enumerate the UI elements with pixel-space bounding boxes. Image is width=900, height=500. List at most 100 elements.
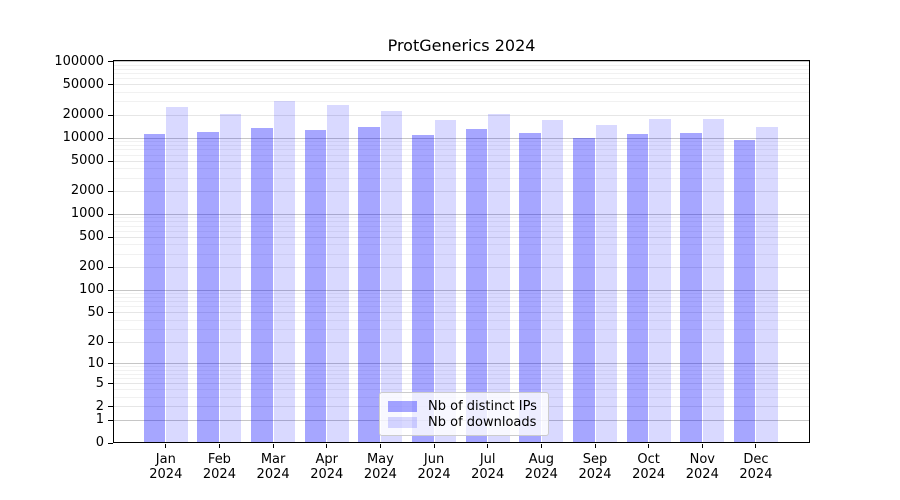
legend: Nb of distinct IPs Nb of downloads <box>379 392 549 436</box>
bar-may-2024-nb-of-distinct-ips <box>358 126 380 443</box>
x-tick-year: 2024 <box>310 467 344 482</box>
gridline <box>113 190 810 192</box>
bar-mar-2024-nb-of-downloads <box>273 100 296 443</box>
gridline <box>113 369 810 371</box>
y-tick-label: 50 <box>87 304 104 320</box>
y-tick <box>108 84 113 86</box>
gridline <box>113 221 810 223</box>
x-tick-year: 2024 <box>739 467 773 482</box>
gridline <box>113 373 810 375</box>
gridline <box>113 137 810 139</box>
y-tick-label: 20000 <box>62 107 104 123</box>
gridline <box>113 289 810 291</box>
y-tick <box>108 363 113 365</box>
y-tick-label: 10000 <box>62 130 104 146</box>
y-tick-label: 10 <box>87 355 104 371</box>
gridline <box>113 297 810 299</box>
gridline <box>113 114 810 116</box>
bar-dec-2024-nb-of-distinct-ips <box>733 139 756 443</box>
y-tick <box>108 137 113 139</box>
y-tick-label: 1 <box>95 412 104 428</box>
gridline <box>113 145 810 147</box>
bar-feb-2024-nb-of-distinct-ips <box>197 131 219 443</box>
y-tick <box>108 160 113 162</box>
bar-nov-2024-nb-of-distinct-ips <box>680 133 702 443</box>
bar-aug-2024-nb-of-downloads <box>541 120 564 443</box>
gridline <box>113 244 810 246</box>
x-tick <box>648 444 650 448</box>
y-tick-label: 500 <box>79 229 104 245</box>
x-tick <box>433 444 435 448</box>
gridline <box>113 301 810 303</box>
gridline <box>113 236 810 238</box>
x-tick-label: May 2024 <box>348 452 412 482</box>
x-tick-year: 2024 <box>149 467 183 482</box>
gridline <box>113 383 810 385</box>
legend-swatch-downloads-icon <box>388 416 417 428</box>
x-tick-month: Oct <box>637 452 660 467</box>
y-tick <box>108 61 113 63</box>
gridline <box>113 253 810 255</box>
gridline <box>113 328 810 330</box>
bar-mar-2024-nb-of-distinct-ips <box>251 128 273 443</box>
y-tick <box>108 289 113 291</box>
y-tick-label: 5000 <box>70 153 104 169</box>
bar-apr-2024-nb-of-distinct-ips <box>304 129 327 443</box>
legend-label-downloads: Nb of downloads <box>428 414 537 430</box>
x-tick <box>755 444 757 448</box>
x-tick-label: Apr 2024 <box>295 452 359 482</box>
x-tick-month: Dec <box>743 452 769 467</box>
y-tick-label: 2000 <box>70 183 104 199</box>
y-tick <box>108 190 113 192</box>
y-tick-label: 50000 <box>62 76 104 92</box>
x-tick <box>540 444 542 448</box>
x-tick-label: Jun 2024 <box>402 452 466 482</box>
y-tick <box>108 114 113 116</box>
x-tick-label: Mar 2024 <box>241 452 305 482</box>
y-tick-label: 1000 <box>70 206 104 222</box>
bar-apr-2024-nb-of-downloads <box>327 105 349 443</box>
gridline <box>113 84 810 86</box>
gridline <box>113 266 810 268</box>
x-tick-month: Nov <box>689 452 715 467</box>
bar-jan-2024-nb-of-distinct-ips <box>143 133 166 443</box>
gridline <box>113 341 810 343</box>
gridline <box>113 73 810 75</box>
y-tick <box>108 442 113 444</box>
gridline <box>113 160 810 162</box>
y-tick-label: 100000 <box>54 53 104 69</box>
x-tick-month: Mar <box>260 452 286 467</box>
bar-oct-2024-nb-of-downloads <box>649 119 671 443</box>
x-tick-month: Jul <box>479 452 496 467</box>
x-tick-month: Jun <box>423 452 445 467</box>
x-tick-year: 2024 <box>685 467 719 482</box>
gridline <box>113 91 810 93</box>
gridline <box>113 78 810 80</box>
y-tick-label: 5 <box>95 375 104 391</box>
x-tick <box>379 444 381 448</box>
gridline <box>113 366 810 368</box>
bar-jul-2024-nb-of-downloads <box>488 114 510 443</box>
legend-entry-distinct-ips: Nb of distinct IPs <box>388 399 540 414</box>
y-tick-label: 20 <box>87 334 104 350</box>
chart-title: ProtGenerics 2024 <box>387 36 536 55</box>
gridline <box>113 312 810 314</box>
y-tick-label: 200 <box>79 259 104 275</box>
x-tick <box>326 444 328 448</box>
y-tick <box>108 213 113 215</box>
x-tick-month: May <box>366 452 394 467</box>
bar-feb-2024-nb-of-downloads <box>219 113 242 443</box>
x-tick-month: Aug <box>528 452 555 467</box>
x-tick-month: Feb <box>207 452 231 467</box>
x-tick-year: 2024 <box>632 467 666 482</box>
legend-entry-downloads: Nb of downloads <box>388 415 540 430</box>
gridline <box>113 306 810 308</box>
x-tick <box>594 444 596 448</box>
gridline <box>113 319 810 321</box>
bar-sep-2024-nb-of-distinct-ips <box>573 138 595 443</box>
gridline <box>113 217 810 219</box>
x-tick-label: Jul 2024 <box>456 452 520 482</box>
gridline <box>113 378 810 380</box>
x-tick <box>218 444 220 448</box>
